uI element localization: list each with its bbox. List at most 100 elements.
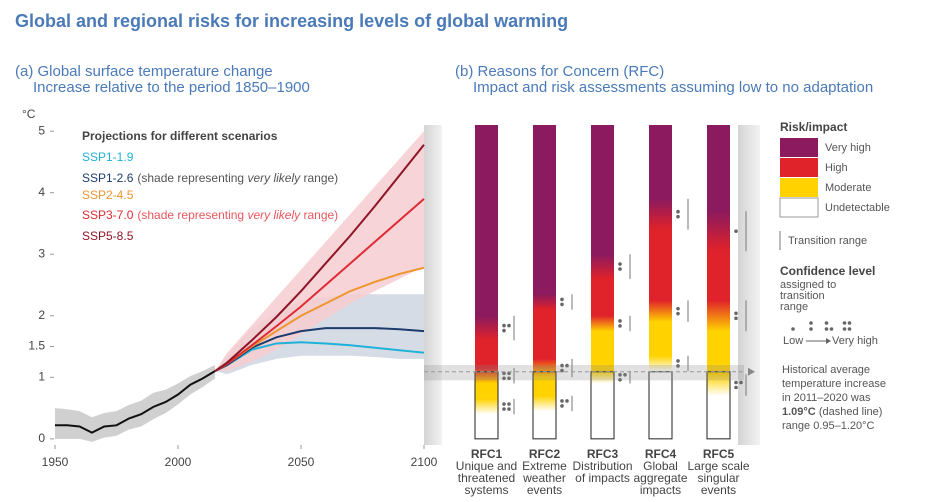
- legend-label: High: [825, 162, 848, 174]
- y-tick-label: 0: [38, 431, 45, 445]
- ember: [533, 125, 556, 439]
- y-tick-label: 5: [38, 123, 45, 137]
- x-tick-label: 1950: [42, 455, 69, 469]
- legend-entry: SSP1-2.6 (shade representing very likely …: [82, 171, 338, 185]
- legend-note: range): [300, 171, 338, 185]
- legend-dot: [847, 327, 852, 331]
- confidence-dot: [676, 359, 680, 363]
- confidence-dot: [507, 323, 511, 328]
- confidence-dot: [560, 368, 564, 373]
- legend-label: Very high: [825, 142, 871, 154]
- range-band: [214, 294, 424, 375]
- ember-description: events: [527, 483, 562, 497]
- legend-swatch: [779, 197, 819, 218]
- confidence-dot: [560, 399, 564, 403]
- legend-swatch: [780, 178, 818, 197]
- ember-description: Extreme: [522, 459, 567, 473]
- y-tick-label: 1.5: [28, 339, 45, 353]
- annotation-emphasis: 1.09°C: [782, 406, 816, 418]
- confidence-dot: [502, 323, 506, 328]
- confidence-dot: [739, 380, 743, 385]
- legend-entry: SSP1-1.9: [82, 150, 134, 164]
- series-line: [214, 327, 425, 373]
- confidence-dot: [676, 311, 680, 316]
- panel-subtitle: Increase relative to the period 1850–190…: [33, 79, 310, 96]
- ember-description: singular: [697, 471, 739, 485]
- series-line: [214, 144, 425, 372]
- legend-dot: [809, 321, 813, 325]
- legend-subtitle: transition: [780, 290, 825, 302]
- ember-name: RFC2: [529, 447, 561, 461]
- legend-label: Undetectable: [825, 202, 890, 214]
- ember-name: RFC4: [645, 447, 677, 461]
- ember: [707, 125, 730, 439]
- legend-subtitle: assigned to: [780, 279, 836, 291]
- confidence-dot: [676, 209, 680, 214]
- legend-title: Confidence level: [780, 264, 875, 278]
- panel-title: (a) Global surface temperature change: [15, 63, 273, 80]
- confidence-dot: [676, 364, 680, 368]
- legend-label: SSP2-4.5: [82, 188, 134, 202]
- range-band: [55, 365, 215, 442]
- legend-label: SSP1-2.6: [82, 171, 134, 185]
- annotation-text: temperature increase: [782, 378, 886, 390]
- confidence-dot: [560, 302, 564, 307]
- legend-title: Projections for different scenarios: [82, 129, 278, 143]
- confidence-dot: [618, 373, 622, 377]
- legend-high: Very high: [832, 335, 878, 347]
- legend-dot: [791, 327, 795, 331]
- legend-arrowhead: [826, 338, 831, 344]
- figure-title: Global and regional risks for increasing…: [15, 11, 568, 31]
- y-tick-label: 4: [38, 185, 45, 199]
- y-tick-label: 1: [38, 369, 45, 383]
- legend-note: very likely: [247, 208, 301, 222]
- legend-note: range): [300, 208, 338, 222]
- series-line: [214, 198, 425, 373]
- ember-description: weather: [522, 471, 566, 485]
- confidence-dot: [734, 229, 738, 233]
- x-tick-label: 2000: [165, 455, 192, 469]
- ember-name: RFC1: [471, 447, 503, 461]
- y-tick-label: 2: [38, 308, 45, 322]
- legend-entry: SSP5-8.5: [82, 229, 134, 243]
- legend-label: SSP3-7.0: [82, 208, 134, 222]
- legend-label: Transition range: [788, 235, 867, 247]
- confidence-dot: [618, 267, 622, 271]
- confidence-dot: [502, 376, 506, 381]
- ember-description: threatened: [458, 471, 515, 485]
- x-tick-label: 2100: [411, 455, 438, 469]
- confidence-dot: [565, 363, 569, 368]
- legend-title: Risk/impact: [780, 120, 847, 134]
- confidence-dot: [618, 324, 622, 328]
- legend-dot: [824, 321, 829, 325]
- confidence-dot: [618, 262, 622, 266]
- legend-entry: SSP2-4.5: [82, 188, 134, 202]
- legend-dot: [829, 327, 834, 331]
- confidence-dot: [507, 376, 511, 381]
- ember-description: events: [701, 483, 736, 497]
- confidence-dot: [734, 311, 738, 316]
- confidence-dot: [676, 306, 680, 311]
- confidence-dot: [560, 404, 564, 408]
- confidence-dot: [734, 380, 738, 385]
- confidence-dot: [502, 371, 506, 376]
- confidence-dot: [734, 316, 738, 321]
- legend-label: SSP1-1.9: [82, 150, 134, 164]
- legend-label: Moderate: [825, 182, 871, 194]
- legend-swatch: [780, 138, 818, 157]
- legend-dot: [842, 321, 847, 325]
- ember-name: RFC5: [703, 447, 735, 461]
- legend-dot: [809, 327, 813, 331]
- panel-title: (b) Reasons for Concern (RFC): [455, 63, 664, 80]
- confidence-dot: [560, 363, 564, 368]
- series-line: [55, 370, 216, 434]
- legend-low: Low: [783, 335, 803, 347]
- confidence-dot: [618, 319, 622, 323]
- ember-description: impacts: [640, 483, 681, 497]
- annotation-arrow: [748, 367, 755, 376]
- legend-note: (shade representing: [137, 171, 247, 185]
- legend-label: SSP5-8.5: [82, 229, 134, 243]
- ember: [591, 125, 614, 439]
- panel-shadow: [738, 125, 760, 445]
